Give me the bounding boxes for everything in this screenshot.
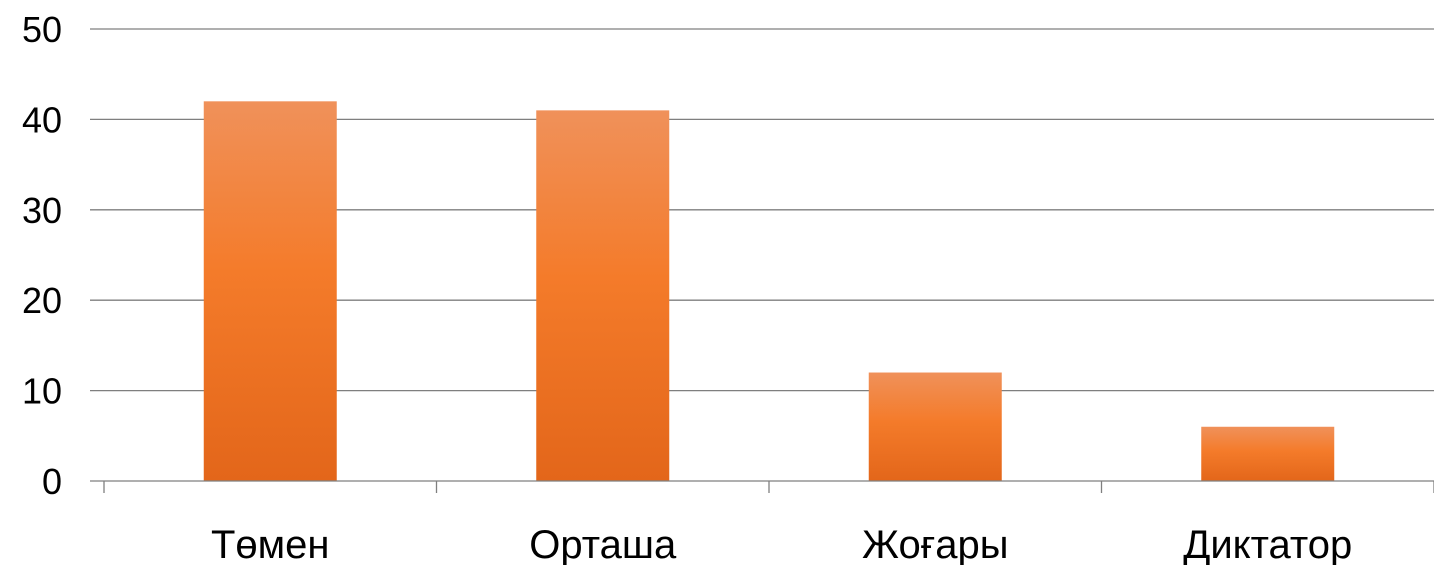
x-category-label: Диктатор	[1183, 523, 1352, 565]
y-tick-label: 10	[22, 371, 62, 412]
y-axis-tick-labels: 0 10 20 30 40 50	[22, 9, 62, 502]
bars	[203, 101, 1335, 482]
bar-3	[868, 372, 1002, 481]
y-tick-label: 40	[22, 99, 62, 140]
x-axis	[90, 480, 1434, 493]
x-category-label: Жоғары	[862, 523, 1009, 565]
y-tick-label: 20	[22, 280, 62, 321]
y-tick-label: 30	[22, 190, 62, 231]
y-tick-label: 50	[22, 9, 62, 50]
bar-4	[1201, 426, 1335, 481]
bar-1	[203, 101, 337, 481]
bar-2	[536, 110, 670, 482]
x-category-label: Төмен	[211, 523, 330, 565]
x-category-label: Орташа	[529, 523, 677, 565]
y-tick-label: 0	[42, 461, 62, 502]
x-axis-category-labels: Төмен Орташа Жоғары Диктатор	[211, 523, 1352, 565]
